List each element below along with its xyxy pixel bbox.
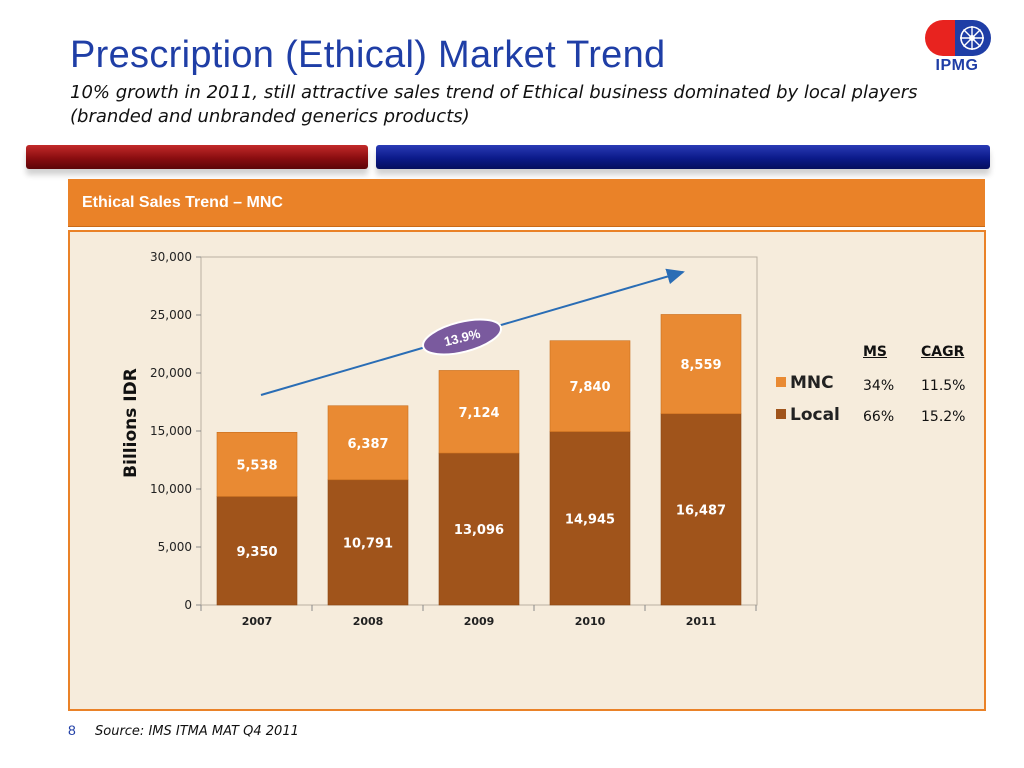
data-label-local-2008: 10,791	[343, 536, 393, 551]
y-tick-label: 30,000	[150, 250, 192, 264]
y-tick-label: 0	[184, 598, 192, 612]
data-label-mnc-2009: 7,124	[458, 406, 499, 421]
cagr-header: CAGR	[921, 344, 965, 360]
y-tick-label: 15,000	[150, 424, 192, 438]
legend-swatch-local	[776, 409, 786, 419]
x-tick-label: 2007	[242, 615, 273, 628]
x-tick-label: 2008	[353, 615, 384, 628]
bar-local-2009	[438, 452, 520, 606]
local-ms-value: 66%	[863, 409, 895, 425]
data-label-local-2007: 9,350	[236, 545, 277, 560]
bar-mnc-2008	[327, 405, 409, 481]
bar-local-2008	[327, 479, 409, 606]
data-label-mnc-2011: 8,559	[680, 358, 721, 373]
bar-mnc-2007	[216, 431, 298, 497]
growth-badge	[422, 318, 502, 356]
page-number: 8	[68, 722, 76, 738]
local-cagr-value: 15.2%	[921, 409, 966, 425]
bar-mnc-2010	[549, 340, 631, 432]
bar-local-2007	[216, 496, 298, 606]
bar-mnc-2009	[438, 370, 520, 454]
data-label-mnc-2008: 6,387	[347, 437, 388, 452]
data-label-local-2009: 13,096	[454, 523, 504, 538]
y-tick-label: 5,000	[158, 540, 192, 554]
data-label-mnc-2010: 7,840	[569, 380, 610, 395]
bar-mnc-2011	[660, 314, 742, 415]
legend-label-local: Local	[790, 405, 840, 425]
data-label-local-2011: 16,487	[676, 503, 726, 518]
chart-panel-title: Ethical Sales Trend – MNC	[82, 194, 283, 211]
ipmg-logo: IPMG	[921, 18, 993, 76]
legend-swatch-mnc	[776, 377, 786, 387]
slide-title: Prescription (Ethical) Market Trend	[70, 34, 666, 76]
mnc-cagr-value: 11.5%	[921, 378, 966, 394]
data-label-mnc-2007: 5,538	[236, 458, 277, 473]
slide-subtitle: 10% growth in 2011, still attractive sal…	[70, 82, 918, 127]
legend-label-mnc: MNC	[790, 373, 834, 393]
y-tick-label: 25,000	[150, 308, 192, 322]
bar-local-2010	[549, 431, 631, 606]
y-tick-label: 20,000	[150, 366, 192, 380]
y-tick-label: 10,000	[150, 482, 192, 496]
ms-header: MS	[863, 344, 888, 360]
decorative-red-bar	[26, 145, 368, 169]
data-label-local-2010: 14,945	[565, 512, 615, 527]
source-note: Source: IMS ITMA MAT Q4 2011	[95, 724, 299, 739]
x-tick-label: 2010	[575, 615, 606, 628]
x-tick-label: 2011	[686, 615, 717, 628]
x-tick-label: 2009	[464, 615, 495, 628]
decorative-blue-bar	[376, 145, 990, 169]
logo-emblem-icon	[925, 20, 991, 56]
logo-text: IPMG	[935, 57, 979, 74]
bar-local-2011	[660, 413, 742, 606]
y-axis-title: Billions IDR	[121, 368, 141, 478]
chart-panel-header: Ethical Sales Trend – MNC	[68, 179, 985, 227]
mnc-ms-value: 34%	[863, 378, 895, 394]
